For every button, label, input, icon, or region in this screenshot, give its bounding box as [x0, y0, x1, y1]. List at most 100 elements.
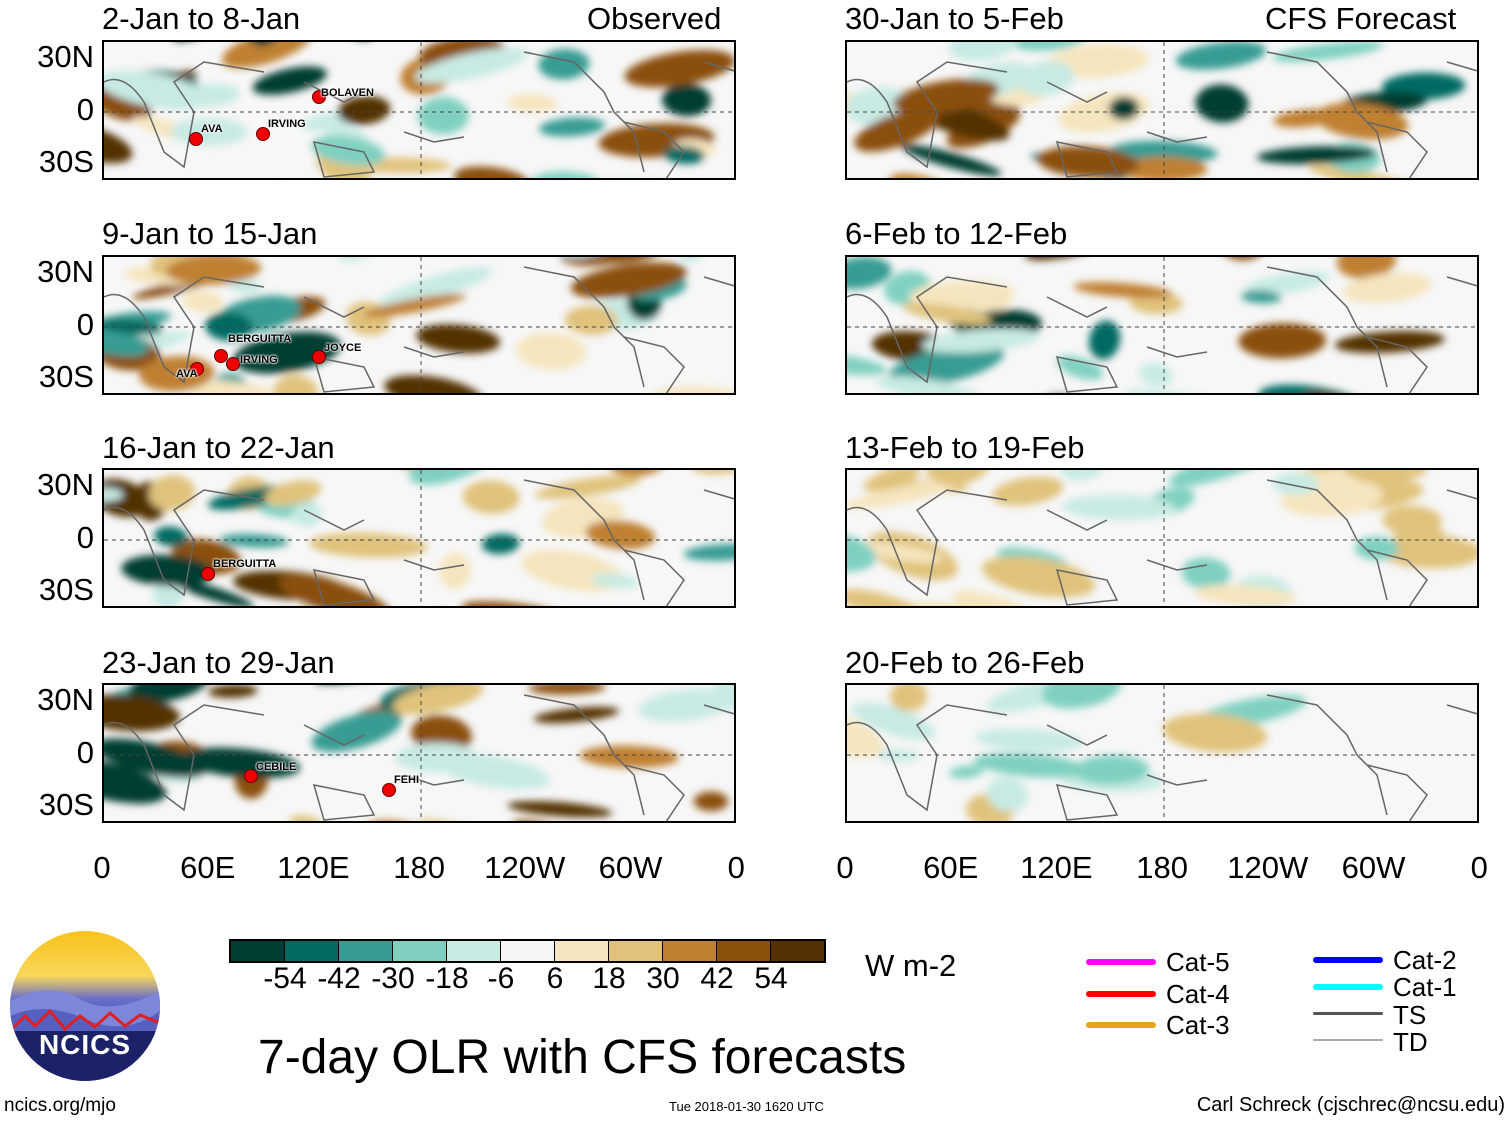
olr-anomaly-blob: [392, 685, 484, 715]
olr-anomaly-blob: [1010, 42, 1085, 51]
olr-anomaly-blob: [148, 475, 196, 511]
y-tick-label: 30S: [38, 359, 94, 394]
olr-anomaly-blob: [1139, 362, 1173, 387]
colorbar-swatch: [231, 941, 285, 961]
storm-label: IRVING: [240, 354, 278, 366]
olr-anomaly-blob: [409, 470, 499, 485]
y-tick-label: 0: [76, 520, 94, 555]
olr-anomaly-blob: [1175, 42, 1267, 70]
olr-anomaly-blob: [104, 487, 124, 502]
olr-anomaly-blob: [534, 475, 642, 499]
olr-anomaly-blob: [1108, 96, 1139, 120]
olr-anomaly-blob: [1218, 257, 1269, 261]
olr-anomaly-blob: [847, 482, 955, 509]
olr-anomaly-blob: [1117, 156, 1208, 178]
olr-anomaly-blob: [1272, 472, 1319, 495]
olr-anomaly-blob: [856, 542, 943, 563]
olr-anomaly-blob: [538, 48, 590, 80]
olr-anomaly-blob: [663, 145, 705, 164]
olr-anomaly-blob: [1057, 355, 1104, 380]
olr-anomaly-blob: [851, 702, 936, 740]
legend-label: Cat-2: [1393, 945, 1457, 975]
olr-anomaly-blob: [418, 819, 522, 821]
olr-anomaly-blob: [104, 124, 133, 164]
storm-marker-icon: [214, 349, 228, 363]
olr-map-panel: [102, 468, 736, 608]
legend-label: TD: [1393, 1027, 1428, 1057]
olr-anomaly-blob: [949, 42, 1018, 62]
storm-marker-icon: [244, 769, 258, 783]
olr-anomaly-blob: [533, 706, 620, 724]
colorbar-swatch: [717, 941, 771, 961]
olr-anomaly-blob: [340, 42, 384, 43]
olr-anomaly-blob: [1109, 140, 1218, 164]
olr-anomaly-blob: [339, 257, 379, 262]
y-tick-label: 0: [76, 735, 94, 770]
olr-anomaly-blob: [205, 311, 254, 341]
olr-anomaly-blob: [233, 331, 341, 374]
olr-anomaly-blob: [590, 573, 640, 589]
legend-line-swatch: [1313, 1039, 1383, 1041]
olr-anomaly-blob: [168, 578, 254, 606]
olr-anomaly-blob: [847, 531, 876, 572]
panel-title: 30-Jan to 5-Feb: [845, 1, 1064, 36]
olr-anomaly-blob: [587, 177, 690, 180]
x-tick-label: 180: [1136, 850, 1188, 885]
olr-anomaly-blob: [516, 332, 587, 370]
storm-label: IRVING: [268, 118, 306, 130]
continent-outlines: [847, 266, 1477, 393]
observed-label: Observed: [587, 1, 722, 36]
olr-anomaly-blob: [182, 380, 287, 393]
x-tick-label: 60E: [923, 850, 979, 885]
forecast-label: CFS Forecast: [1265, 1, 1457, 36]
legend-line-swatch: [1086, 959, 1156, 965]
olr-anomaly-blob: [291, 503, 323, 527]
olr-anomaly-blob: [1042, 685, 1122, 709]
olr-anomaly-blob: [528, 685, 606, 695]
storm-marker-icon: [190, 362, 204, 376]
y-tick-label: 30S: [38, 787, 94, 822]
olr-anomaly-blob: [395, 742, 479, 773]
olr-anomaly-blob: [512, 820, 575, 821]
ncics-logo: NCICS: [10, 931, 160, 1081]
storm-label: JOYCE: [324, 342, 362, 354]
storm-marker-icon: [201, 567, 215, 581]
olr-anomaly-blob: [847, 353, 887, 376]
olr-anomaly-blob: [104, 318, 150, 357]
storm-label: CEBILE: [256, 761, 297, 773]
olr-anomaly-blob: [1273, 108, 1339, 128]
storm-label: BOLAVEN: [321, 87, 374, 99]
logo-text: NCICS: [38, 1029, 132, 1060]
olr-anomaly-blob: [529, 171, 609, 178]
olr-anomaly-blob: [1025, 257, 1098, 261]
storm-label: BERGUITTA: [213, 558, 277, 570]
olr-anomaly-blob: [1062, 494, 1176, 520]
colorbar-swatch: [285, 941, 339, 961]
olr-anomaly-blob: [1088, 320, 1121, 360]
storm-label: BERGUITTA: [228, 333, 292, 345]
storm-label: AVA: [176, 368, 198, 380]
olr-anomaly-blob: [165, 257, 261, 285]
olr-anomaly-blob: [252, 66, 327, 95]
olr-anomaly-blob: [379, 267, 493, 308]
olr-anomaly-blob: [384, 375, 484, 393]
y-tick-label: 30N: [37, 39, 94, 74]
olr-anomaly-blob: [1036, 393, 1117, 395]
olr-anomaly-blob: [507, 801, 613, 818]
timestamp: Tue 2018-01-30 1620 UTC: [669, 1099, 824, 1114]
olr-anomaly-blob: [104, 738, 206, 778]
olr-anomaly-blob: [986, 685, 1090, 713]
olr-map-panel: [845, 255, 1479, 395]
site-link[interactable]: ncics.org/mjo: [4, 1095, 116, 1116]
olr-anomaly-blob: [847, 589, 920, 606]
olr-anomaly-blob: [1244, 271, 1330, 296]
olr-anomaly-blob: [973, 752, 1087, 778]
olr-anomaly-blob: [182, 290, 223, 313]
y-tick-label: 30N: [37, 682, 94, 717]
olr-map-panel: [102, 683, 736, 823]
olr-anomaly-blob: [847, 714, 884, 758]
olr-anomaly-blob: [585, 520, 656, 550]
x-tick-label: 120E: [1020, 850, 1093, 885]
olr-anomaly-blob: [1194, 584, 1297, 606]
